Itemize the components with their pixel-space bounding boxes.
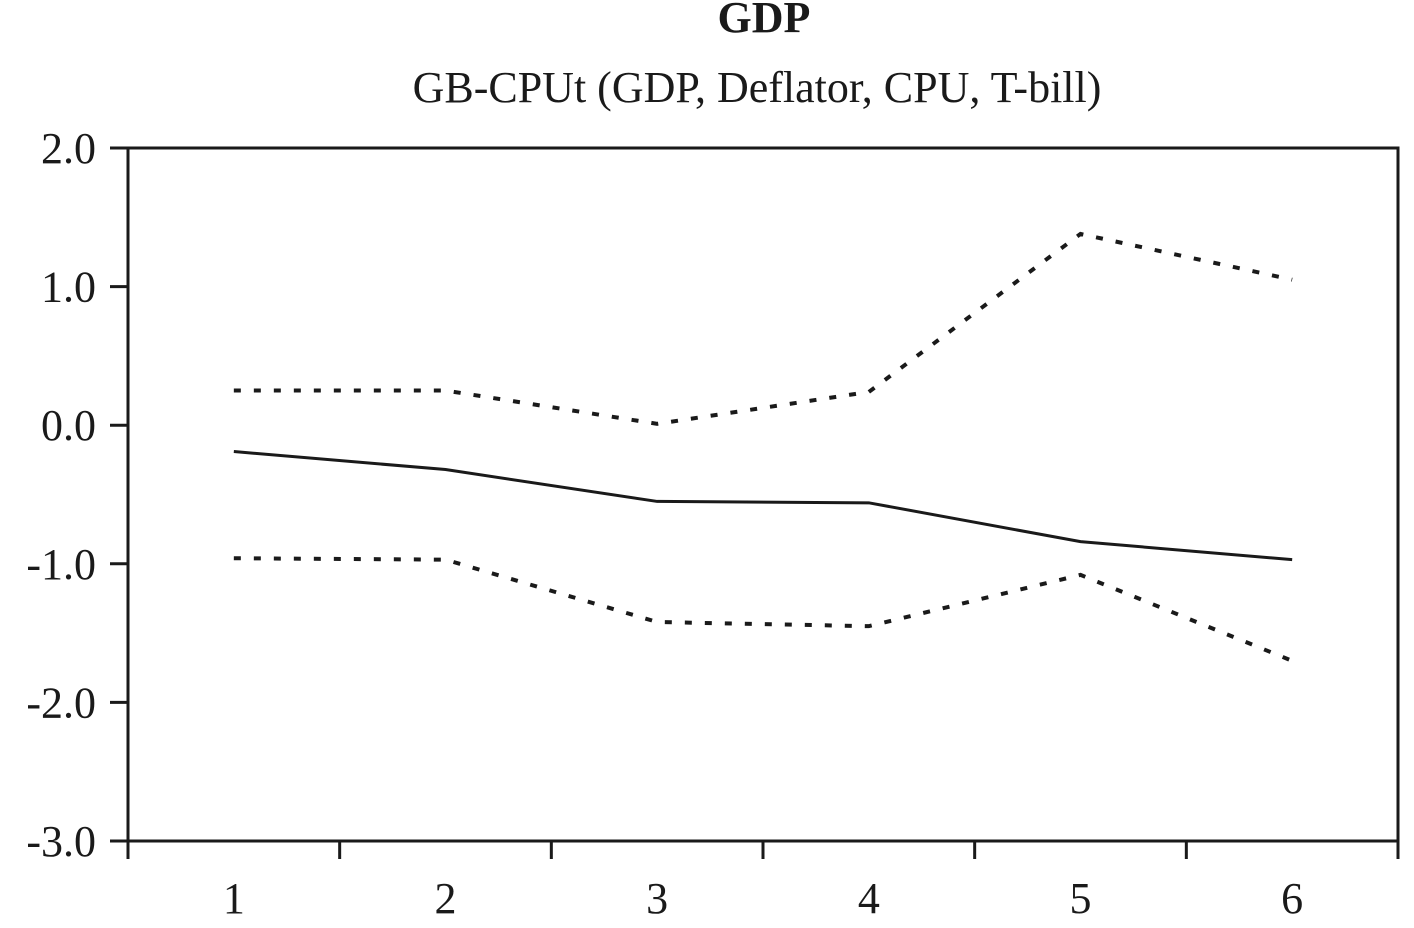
series-group bbox=[233, 231, 1293, 663]
lower-band-line bbox=[233, 556, 1293, 663]
y-tick-label: 1.0 bbox=[41, 263, 96, 312]
x-tick-label: 1 bbox=[223, 874, 245, 923]
y-tick-label: -3.0 bbox=[26, 817, 96, 866]
chart-subtitle: GB-CPUt (GDP, Deflator, CPU, T-bill) bbox=[413, 63, 1102, 112]
x-tick-label: 6 bbox=[1281, 874, 1303, 923]
x-axis: 1 2 3 4 5 6 bbox=[126, 841, 1400, 923]
y-tick-label: -2.0 bbox=[26, 678, 96, 727]
plot-area-frame bbox=[126, 146, 1400, 843]
impulse-response-line bbox=[233, 450, 1293, 562]
y-axis: 2.0 1.0 0.0 -1.0 -2.0 -3.0 bbox=[26, 124, 128, 866]
y-tick-label: -1.0 bbox=[26, 540, 96, 589]
x-tick-label: 3 bbox=[646, 874, 668, 923]
y-tick-label: 0.0 bbox=[41, 401, 96, 450]
x-tick-label: 5 bbox=[1070, 874, 1092, 923]
x-tick-label: 2 bbox=[435, 874, 457, 923]
y-tick-label: 2.0 bbox=[41, 124, 96, 173]
x-tick-label: 4 bbox=[858, 874, 880, 923]
upper-band-line bbox=[233, 231, 1293, 426]
chart-title: GDP bbox=[718, 0, 811, 42]
